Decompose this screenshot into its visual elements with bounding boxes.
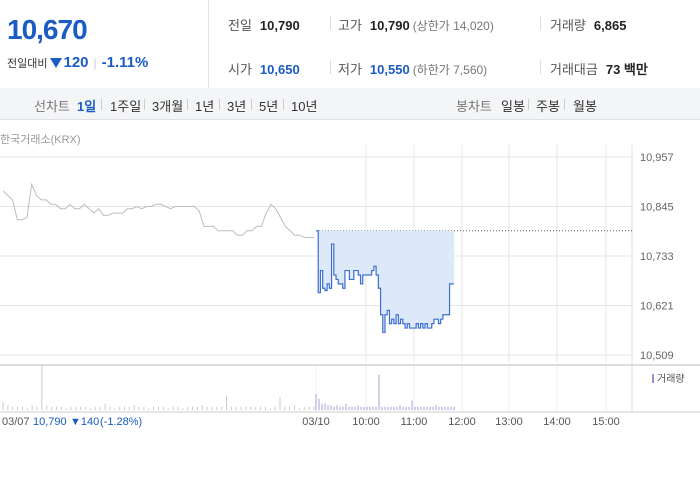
prev-day-change: ▼140 [70,416,99,428]
prev-day-date: 03/07 [2,416,30,428]
x-tick-label: 10:00 [352,416,380,428]
divider [219,99,220,110]
stat-label: 저가 [338,62,362,77]
volume-legend-swatch [652,374,654,383]
stat-value: 10,650 [259,62,300,77]
period-1y-tab[interactable]: 1년 [195,99,215,114]
y-tick-label: 10,957 [640,152,674,164]
change-percent: -1.11% [101,54,149,71]
stat-value: 6,865 [593,18,627,33]
x-tick-label: 13:00 [495,416,523,428]
x-tick-label: 12:00 [448,416,476,428]
divider [330,60,331,74]
candle-weekly-tab[interactable]: 주봉 [536,99,560,114]
x-tick-label: 14:00 [543,416,571,428]
volume-legend-label: 거래량 [657,373,685,385]
y-tick-label: 10,845 [640,202,674,214]
prev-day-close: 10,790 [33,416,67,428]
candle-monthly-tab[interactable]: 월봉 [573,99,597,114]
divider [283,99,284,110]
change-amount: 120 [63,54,89,71]
stat-label: 시가 [228,62,252,77]
line-chart-label: 선차트 [34,99,70,114]
stat-value: 10,790 [369,18,410,33]
divider [144,99,145,110]
stat-trade-value: 거래대금 73 백만 [550,59,648,78]
y-tick-label: 10,509 [640,350,674,362]
y-tick-label: 10,733 [640,251,674,263]
x-tick-label: 03/10 [302,416,330,428]
separator: | [93,56,97,70]
divider [101,99,102,110]
today-price-line [316,230,454,334]
price-chart: 한국거래소(KRX) 10,957 10,845 10,733 10,621 10,50… [0,120,700,490]
stat-value: 10,550 [369,62,410,77]
stat-label: 전일 [228,18,252,33]
stat-prev-close: 전일 10,790 [228,15,300,34]
stat-volume: 거래량 6,865 [550,15,626,34]
period-bar: 선차트 1일 1주일 3개월 1년 3년 5년 10년 봉차트 일봉 주봉 월봉 [0,88,700,120]
divider [540,16,541,30]
divider [187,99,188,110]
candle-chart-label: 봉차트 [456,99,492,114]
price-box: 10,670 전일대비 120 | -1.11% [0,0,209,88]
down-arrow-icon [50,58,63,68]
x-tick-label: 15:00 [592,416,620,428]
stat-label: 거래대금 [550,62,598,77]
divider [251,99,252,110]
divider [540,60,541,74]
today-fill-area [316,230,454,333]
candle-daily-tab[interactable]: 일봉 [501,99,525,114]
prev-day-change-pct: (-1.28%) [100,416,142,428]
prev-day-price-line [2,182,314,238]
data-source: 한국거래소(KRX) [0,134,81,146]
period-3y-tab[interactable]: 3년 [227,99,247,114]
stat-open: 시가 10,650 [228,59,300,78]
stat-value: 73 백만 [605,62,648,77]
period-10y-tab[interactable]: 10년 [291,99,318,114]
current-price: 10,670 [7,14,88,45]
change-label: 전일대비 [7,58,48,70]
stats-grid: 전일 10,790 고가 10,790 (상한가 14,020) 거래량 6,865 시… [209,0,700,88]
stat-low: 저가 10,550 (하한가 7,560) [338,59,487,78]
stat-label: 고가 [338,18,362,33]
period-1d-tab[interactable]: 1일 [77,99,97,114]
price-chart-svg: 10,957 10,845 10,733 10,621 10,509 03/10 10:00… [0,145,700,428]
divider [528,99,529,110]
y-tick-label: 10,621 [640,301,674,313]
divider [330,16,331,30]
period-1w-tab[interactable]: 1주일 [110,99,142,114]
x-tick-label: 11:00 [401,416,428,428]
divider [564,99,565,110]
period-5y-tab[interactable]: 5년 [259,99,279,114]
stat-high: 고가 10,790 (상한가 14,020) [338,15,494,34]
quote-summary: 10,670 전일대비 120 | -1.11% 전일 10,790 고가 10,790(… [0,0,700,89]
period-3m-tab[interactable]: 3개월 [152,99,184,114]
change-row: 전일대비 120 | -1.11% [7,54,148,71]
upper-limit-note: (상한가 14,020) [412,19,494,33]
stat-label: 거래량 [550,18,586,33]
lower-limit-note: (하한가 7,560) [412,63,488,77]
stat-value: 10,790 [259,18,300,33]
